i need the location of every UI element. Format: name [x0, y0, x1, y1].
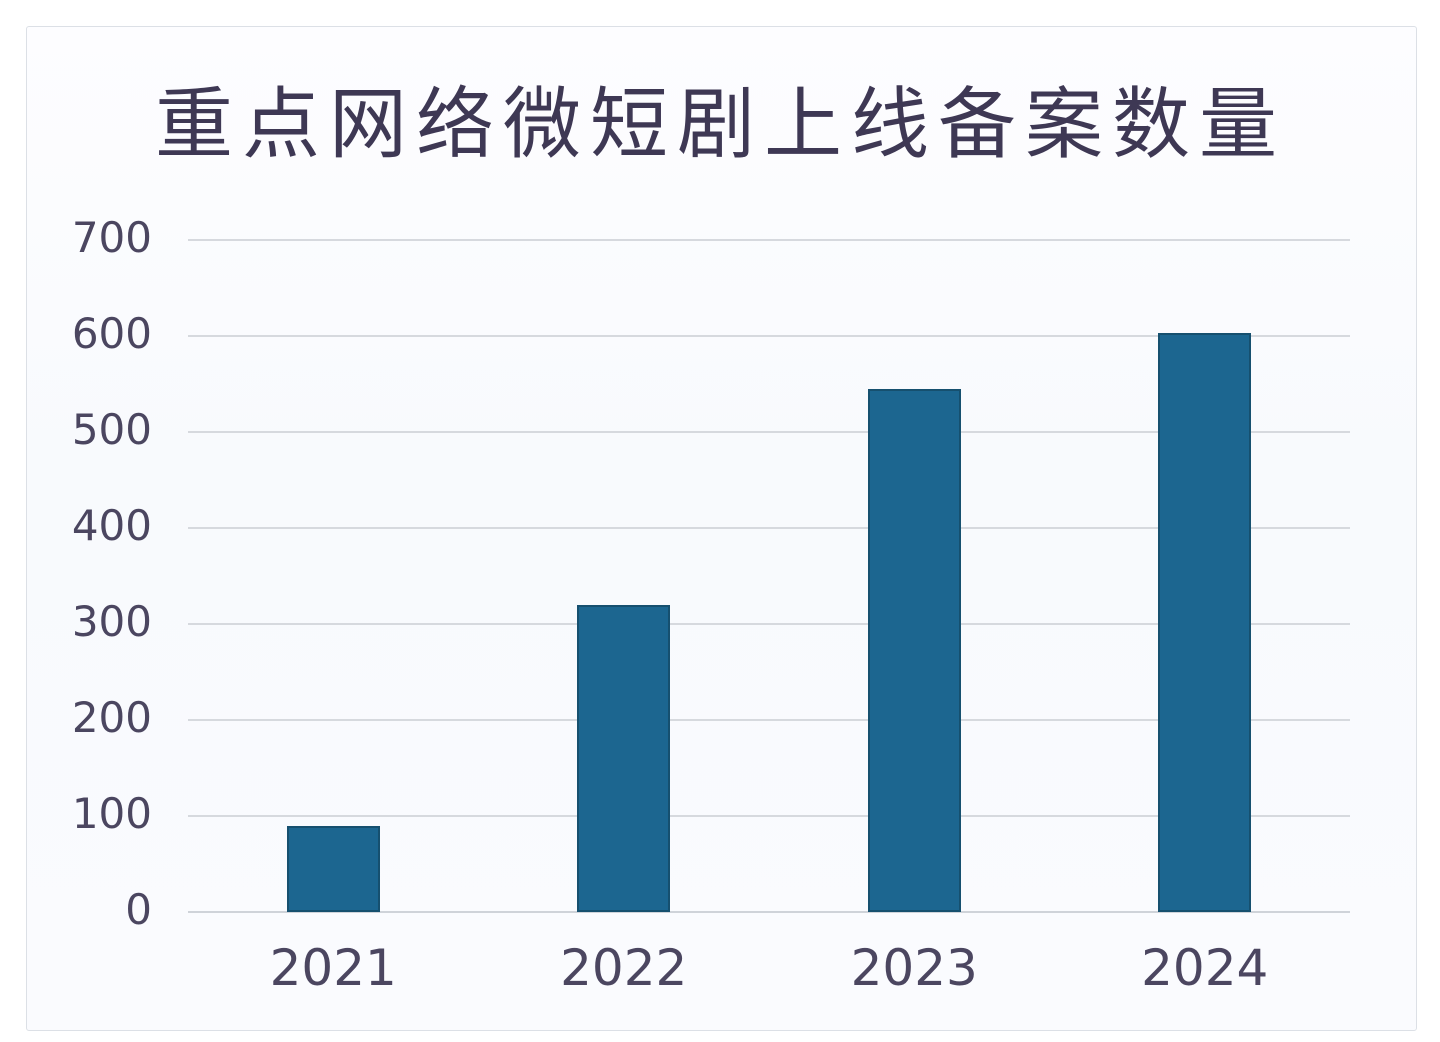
x-tick-label-2023: 2023 [850, 939, 978, 997]
y-tick-label-700: 700 [71, 213, 152, 262]
x-tick-label-2024: 2024 [1141, 939, 1269, 997]
chart-title: 重点网络微短剧上线备案数量 [154, 80, 1286, 170]
gridline-700 [188, 239, 1350, 241]
y-tick-label-100: 100 [71, 789, 152, 838]
y-tick-label-0: 0 [125, 885, 152, 934]
gridline-100 [188, 815, 1350, 817]
y-tick-label-500: 500 [71, 405, 152, 454]
x-tick-label-2022: 2022 [560, 939, 688, 997]
x-tick-label-2021: 2021 [269, 939, 397, 997]
gridline-300 [188, 623, 1350, 625]
gridline-400 [188, 527, 1350, 529]
y-tick-label-400: 400 [71, 501, 152, 550]
gridline-0 [188, 911, 1350, 913]
gridline-500 [188, 431, 1350, 433]
y-tick-label-200: 200 [71, 693, 152, 742]
gridline-200 [188, 719, 1350, 721]
bar-2022 [577, 604, 671, 912]
bar-2024 [1158, 333, 1252, 912]
y-tick-label-600: 600 [71, 309, 152, 358]
bar-2023 [867, 388, 961, 912]
bar-2021 [286, 825, 380, 912]
y-tick-label-300: 300 [71, 597, 152, 646]
gridline-600 [188, 335, 1350, 337]
